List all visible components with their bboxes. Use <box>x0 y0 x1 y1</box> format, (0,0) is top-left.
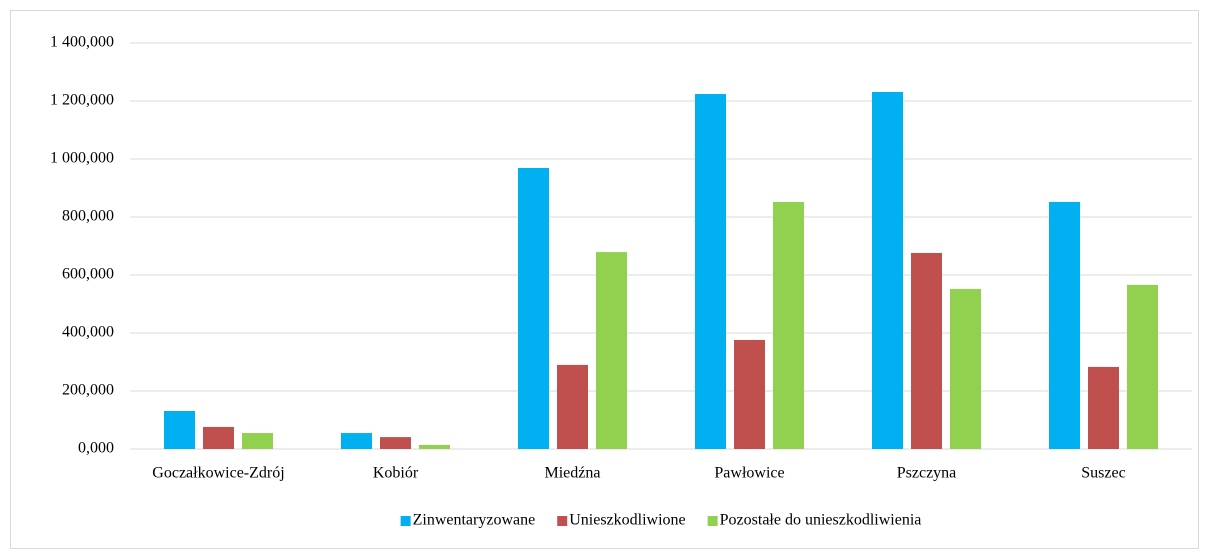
y-tick-label: 600,000 <box>62 266 114 283</box>
y-tick-label: 400,000 <box>62 324 114 341</box>
bar <box>695 94 726 449</box>
bar <box>872 92 903 449</box>
y-tick-label: 1 400,000 <box>50 34 114 51</box>
y-tick-label: 800,000 <box>62 208 114 225</box>
y-tick-label: 0,000 <box>78 440 114 457</box>
bar <box>341 433 372 449</box>
bar <box>950 288 981 449</box>
x-tick-label: Kobiór <box>373 465 419 482</box>
bar <box>1088 366 1119 449</box>
legend-swatch <box>557 516 568 526</box>
x-tick-label: Goczałkowice-Zdrój <box>152 465 284 482</box>
bar <box>203 426 234 449</box>
bar <box>911 252 942 449</box>
y-tick-label: 200,000 <box>62 382 114 399</box>
legend-swatch <box>707 516 718 526</box>
bar <box>596 252 627 449</box>
bar <box>1127 284 1158 449</box>
bar <box>380 437 411 449</box>
bar <box>518 167 549 450</box>
bar <box>557 364 588 449</box>
legend-label: Zinwentaryzowane <box>413 512 536 529</box>
bar <box>164 411 195 449</box>
x-tick-label: Suszec <box>1081 465 1125 482</box>
bar <box>734 339 765 449</box>
bar <box>242 433 273 449</box>
x-tick-label: Pszczyna <box>897 465 957 482</box>
x-tick-label: Pawłowice <box>714 465 784 482</box>
y-tick-label: 1 000,000 <box>50 150 114 167</box>
bar <box>1049 201 1080 449</box>
legend-label: Unieszkodliwione <box>569 512 685 529</box>
bar <box>419 444 450 449</box>
legend-swatch <box>400 516 411 526</box>
x-tick-label: Miedźna <box>545 465 601 482</box>
bar <box>773 201 804 449</box>
y-tick-label: 1 200,000 <box>50 92 114 109</box>
legend-label: Pozostałe do unieszkodliwienia <box>720 512 922 529</box>
